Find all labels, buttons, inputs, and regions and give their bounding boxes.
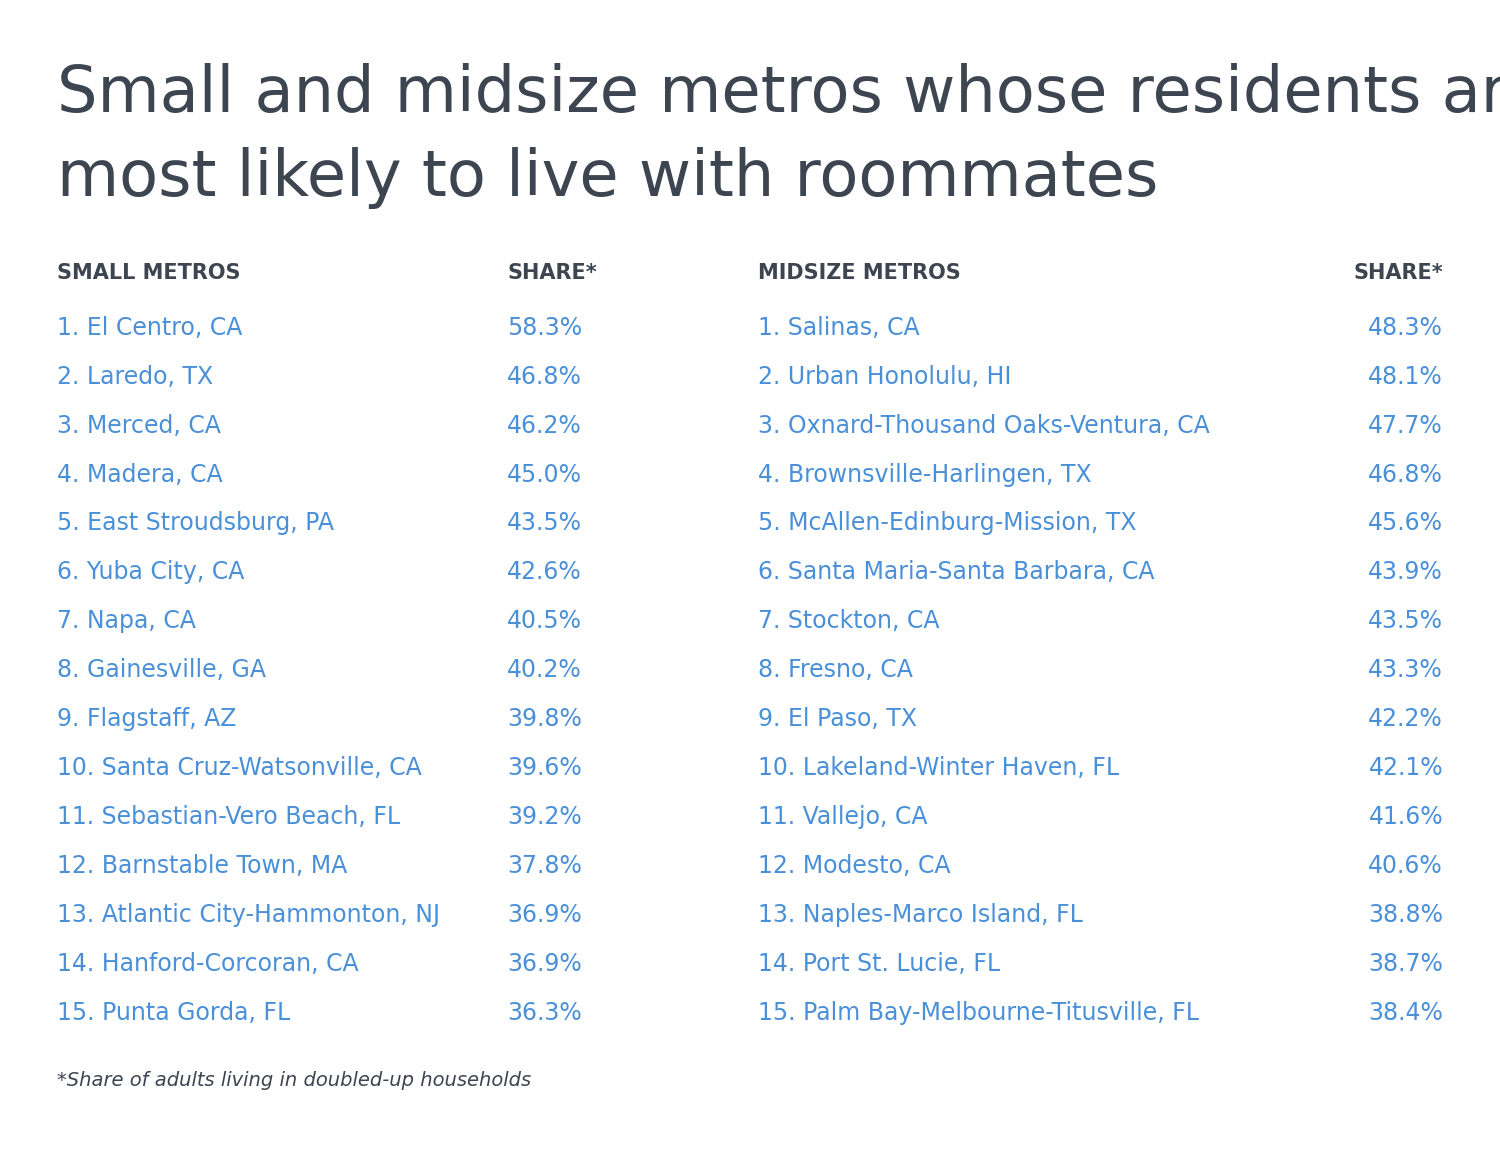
Text: 1. El Centro, CA: 1. El Centro, CA <box>57 316 243 340</box>
Text: 40.2%: 40.2% <box>507 659 582 682</box>
Text: 36.9%: 36.9% <box>507 903 582 927</box>
Text: 7. Stockton, CA: 7. Stockton, CA <box>758 609 939 634</box>
Text: 2. Urban Honolulu, HI: 2. Urban Honolulu, HI <box>758 364 1011 388</box>
Text: *Share of adults living in doubled-up households: *Share of adults living in doubled-up ho… <box>57 1071 531 1090</box>
Text: Small and midsize metros whose residents are: Small and midsize metros whose residents… <box>57 63 1500 126</box>
Text: 12. Modesto, CA: 12. Modesto, CA <box>758 855 950 878</box>
Text: 42.1%: 42.1% <box>1368 757 1443 780</box>
Text: 11. Sebastian-Vero Beach, FL: 11. Sebastian-Vero Beach, FL <box>57 805 400 829</box>
Text: 14. Hanford-Corcoran, CA: 14. Hanford-Corcoran, CA <box>57 952 358 976</box>
Text: 46.2%: 46.2% <box>507 414 582 438</box>
Text: 15. Palm Bay-Melbourne-Titusville, FL: 15. Palm Bay-Melbourne-Titusville, FL <box>758 1001 1198 1025</box>
Text: 43.3%: 43.3% <box>1368 659 1443 682</box>
Text: 48.1%: 48.1% <box>1368 364 1443 388</box>
Text: 46.8%: 46.8% <box>1368 463 1443 486</box>
Text: 43.5%: 43.5% <box>507 511 582 536</box>
Text: 8. Fresno, CA: 8. Fresno, CA <box>758 659 912 682</box>
Text: 11. Vallejo, CA: 11. Vallejo, CA <box>758 805 927 829</box>
Text: 39.2%: 39.2% <box>507 805 582 829</box>
Text: 3. Oxnard-Thousand Oaks-Ventura, CA: 3. Oxnard-Thousand Oaks-Ventura, CA <box>758 414 1209 438</box>
Text: 47.7%: 47.7% <box>1368 414 1443 438</box>
Text: 43.9%: 43.9% <box>1368 561 1443 584</box>
Text: 38.4%: 38.4% <box>1368 1001 1443 1025</box>
Text: 9. El Paso, TX: 9. El Paso, TX <box>758 707 916 732</box>
Text: 36.9%: 36.9% <box>507 952 582 976</box>
Text: 42.2%: 42.2% <box>1368 707 1443 732</box>
Text: 38.8%: 38.8% <box>1368 903 1443 927</box>
Text: 14. Port St. Lucie, FL: 14. Port St. Lucie, FL <box>758 952 999 976</box>
Text: 15. Punta Gorda, FL: 15. Punta Gorda, FL <box>57 1001 291 1025</box>
Text: 8. Gainesville, GA: 8. Gainesville, GA <box>57 659 266 682</box>
Text: 5. McAllen-Edinburg-Mission, TX: 5. McAllen-Edinburg-Mission, TX <box>758 511 1136 536</box>
Text: 40.5%: 40.5% <box>507 609 582 634</box>
Text: SMALL METROS: SMALL METROS <box>57 263 240 282</box>
Text: 39.8%: 39.8% <box>507 707 582 732</box>
Text: 42.6%: 42.6% <box>507 561 582 584</box>
Text: 58.3%: 58.3% <box>507 316 582 340</box>
Text: 38.7%: 38.7% <box>1368 952 1443 976</box>
Text: 45.6%: 45.6% <box>1368 511 1443 536</box>
Text: 37.8%: 37.8% <box>507 855 582 878</box>
Text: SHARE*: SHARE* <box>507 263 597 282</box>
Text: 12. Barnstable Town, MA: 12. Barnstable Town, MA <box>57 855 346 878</box>
Text: 46.8%: 46.8% <box>507 364 582 388</box>
Text: 1. Salinas, CA: 1. Salinas, CA <box>758 316 920 340</box>
Text: most likely to live with roommates: most likely to live with roommates <box>57 147 1158 210</box>
Text: SHARE*: SHARE* <box>1353 263 1443 282</box>
Text: 10. Santa Cruz-Watsonville, CA: 10. Santa Cruz-Watsonville, CA <box>57 757 422 780</box>
Text: 39.6%: 39.6% <box>507 757 582 780</box>
Text: 5. East Stroudsburg, PA: 5. East Stroudsburg, PA <box>57 511 334 536</box>
Text: 6. Yuba City, CA: 6. Yuba City, CA <box>57 561 244 584</box>
Text: 40.6%: 40.6% <box>1368 855 1443 878</box>
Text: 45.0%: 45.0% <box>507 463 582 486</box>
Text: 3. Merced, CA: 3. Merced, CA <box>57 414 220 438</box>
Text: 4. Madera, CA: 4. Madera, CA <box>57 463 222 486</box>
Text: 36.3%: 36.3% <box>507 1001 582 1025</box>
Text: 9. Flagstaff, AZ: 9. Flagstaff, AZ <box>57 707 237 732</box>
Text: 2. Laredo, TX: 2. Laredo, TX <box>57 364 213 388</box>
Text: 13. Naples-Marco Island, FL: 13. Naples-Marco Island, FL <box>758 903 1083 927</box>
Text: MIDSIZE METROS: MIDSIZE METROS <box>758 263 960 282</box>
Text: 6. Santa Maria-Santa Barbara, CA: 6. Santa Maria-Santa Barbara, CA <box>758 561 1154 584</box>
Text: 10. Lakeland-Winter Haven, FL: 10. Lakeland-Winter Haven, FL <box>758 757 1119 780</box>
Text: 41.6%: 41.6% <box>1368 805 1443 829</box>
Text: 13. Atlantic City-Hammonton, NJ: 13. Atlantic City-Hammonton, NJ <box>57 903 440 927</box>
Text: 4. Brownsville-Harlingen, TX: 4. Brownsville-Harlingen, TX <box>758 463 1090 486</box>
Text: 43.5%: 43.5% <box>1368 609 1443 634</box>
Text: 7. Napa, CA: 7. Napa, CA <box>57 609 196 634</box>
Text: 48.3%: 48.3% <box>1368 316 1443 340</box>
